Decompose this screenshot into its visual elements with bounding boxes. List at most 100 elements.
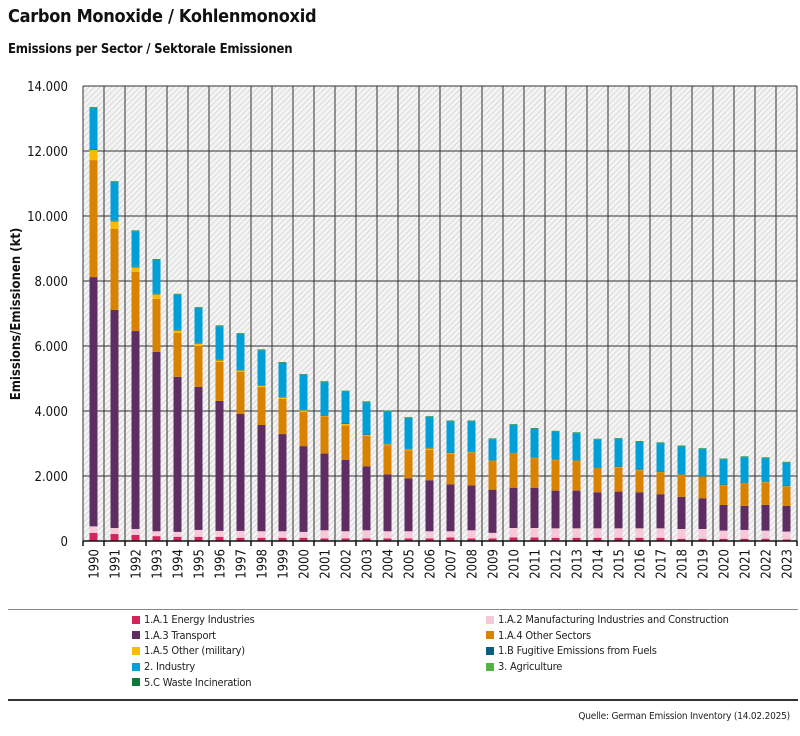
bar-segment-2003-3-agriculture — [362, 401, 371, 403]
bar-segment-2003-1-a-2-manufacturing-industries-and-construction — [362, 530, 371, 539]
bar-segment-2005-3-agriculture — [404, 417, 413, 419]
bar-segment-2018-2-industry — [677, 446, 686, 475]
bar-segment-2012-3-agriculture — [551, 431, 560, 432]
bar-segment-2020-1-a-3-transport — [719, 504, 728, 531]
bar-segment-2019-1-a-4-other-sectors — [698, 476, 707, 499]
bar-segment-2014-1-a-3-transport — [593, 492, 602, 529]
bar-segment-2000-1-a-5-other-military- — [299, 410, 308, 412]
bar-segment-2019-1-a-3-transport — [698, 498, 707, 529]
bar-segment-2004-1-a-3-transport — [383, 474, 392, 532]
x-tick-label: 1998 — [256, 549, 271, 579]
bar-segment-2004-1-a-4-other-sectors — [383, 445, 392, 475]
bar-segment-2002-2-industry — [341, 391, 350, 424]
bar-segment-2001-5-c-waste-incineration — [320, 381, 329, 382]
bar-segment-1996-3-agriculture — [215, 325, 224, 327]
bar-segment-2010-1-a-2-manufacturing-industries-and-construction — [509, 528, 518, 538]
bar-segment-2002-1-a-2-manufacturing-industries-and-construction — [341, 531, 350, 539]
x-tick-label: 1999 — [277, 549, 292, 579]
bar-segment-2003-1-a-1-energy-industries — [362, 538, 371, 541]
bar-segment-2020-5-c-waste-incineration — [719, 458, 728, 460]
bar-segment-2023-1-a-2-manufacturing-industries-and-construction — [782, 531, 791, 540]
x-tick-label: 2002 — [340, 549, 355, 579]
bar-segment-2016-3-agriculture — [635, 441, 644, 443]
bar-segment-1993-1-a-1-energy-industries — [152, 536, 161, 541]
x-tick-label: 1995 — [193, 549, 208, 579]
bar-segment-2004-3-agriculture — [383, 411, 392, 412]
bar-segment-2023-2-industry — [782, 462, 791, 486]
bar-segment-2006-1-b-fugitive-emissions-from-fuels — [425, 447, 434, 449]
x-tick-label: 2016 — [634, 549, 649, 579]
bar-segment-2005-1-b-fugitive-emissions-from-fuels — [404, 448, 413, 450]
bar-segment-2014-1-b-fugitive-emissions-from-fuels — [593, 467, 602, 469]
bar-segment-2021-1-a-1-energy-industries — [740, 538, 749, 541]
bar-segment-1995-1-a-1-energy-industries — [194, 536, 203, 541]
bar-segment-2004-1-a-1-energy-industries — [383, 538, 392, 541]
bar-segment-2015-2-industry — [614, 438, 623, 467]
bar-segment-2019-1-b-fugitive-emissions-from-fuels — [698, 476, 707, 477]
y-tick-label: 2.000 — [35, 470, 68, 485]
bar-segment-1994-1-a-4-other-sectors — [173, 333, 182, 377]
y-tick-label: 8.000 — [35, 275, 68, 290]
bar-segment-1997-1-a-5-other-military- — [236, 370, 245, 372]
bar-segment-2016-1-a-1-energy-industries — [635, 537, 644, 541]
x-tick-label: 2011 — [529, 549, 544, 579]
bar-segment-2020-3-agriculture — [719, 459, 728, 460]
bar-segment-2006-1-a-1-energy-industries — [425, 538, 434, 541]
bar-segment-2009-3-agriculture — [488, 438, 497, 440]
bar-segment-1995-1-a-2-manufacturing-industries-and-construction — [194, 529, 203, 537]
bar-segment-2023-1-a-3-transport — [782, 505, 791, 532]
bar-segment-2023-5-c-waste-incineration — [782, 461, 791, 463]
bar-segment-2006-2-industry — [425, 416, 434, 448]
y-tick-label: 10.000 — [27, 210, 68, 225]
bar-segment-2012-1-a-4-other-sectors — [551, 460, 560, 491]
bar-segment-2012-2-industry — [551, 431, 560, 460]
bar-segment-1990-1-a-2-manufacturing-industries-and-construction — [89, 526, 98, 533]
x-tick-label: 1997 — [235, 549, 250, 579]
bar-segment-2003-5-c-waste-incineration — [362, 401, 371, 402]
bar-segment-2023-1-b-fugitive-emissions-from-fuels — [782, 485, 791, 487]
x-tick-label: 1993 — [151, 549, 166, 579]
bar-segment-2000-1-b-fugitive-emissions-from-fuels — [299, 409, 308, 411]
bar-segment-1995-1-a-4-other-sectors — [194, 346, 203, 387]
bar-segment-2008-2-industry — [467, 421, 476, 452]
bar-segment-2012-1-a-3-transport — [551, 490, 560, 529]
bar-segment-1991-1-a-2-manufacturing-industries-and-construction — [110, 528, 119, 535]
bar-segment-2021-1-b-fugitive-emissions-from-fuels — [740, 482, 749, 484]
y-tick-label: 4.000 — [35, 405, 68, 420]
bar-segment-1995-5-c-waste-incineration — [194, 307, 203, 308]
bar-segment-1994-1-a-3-transport — [173, 376, 182, 532]
bar-segment-2008-1-a-3-transport — [467, 485, 476, 531]
bar-segment-2019-2-industry — [698, 448, 707, 477]
bar-segment-2008-1-b-fugitive-emissions-from-fuels — [467, 451, 476, 453]
bar-segment-2010-1-b-fugitive-emissions-from-fuels — [509, 452, 518, 454]
bar-segment-2001-1-a-2-manufacturing-industries-and-construction — [320, 530, 329, 539]
bar-segment-2002-1-a-3-transport — [341, 459, 350, 532]
bar-segment-1996-1-a-2-manufacturing-industries-and-construction — [215, 530, 224, 537]
bar-segment-2003-2-industry — [362, 402, 371, 435]
bar-segment-1996-1-a-5-other-military- — [215, 359, 224, 362]
bar-segment-1991-1-b-fugitive-emissions-from-fuels — [110, 220, 119, 222]
bar-segment-1990-5-c-waste-incineration — [89, 107, 98, 108]
bar-segment-1998-1-a-4-other-sectors — [257, 386, 266, 425]
bar-segment-2003-1-a-4-other-sectors — [362, 436, 371, 467]
bar-segment-1997-1-b-fugitive-emissions-from-fuels — [236, 369, 245, 371]
bar-segment-1990-1-a-3-transport — [89, 277, 98, 527]
bar-segment-2013-5-c-waste-incineration — [572, 432, 581, 433]
bar-segment-2002-1-a-1-energy-industries — [341, 538, 350, 541]
x-tick-label: 2004 — [382, 549, 397, 579]
bar-segment-2019-3-agriculture — [698, 448, 707, 450]
y-tick-label: 12.000 — [27, 145, 68, 160]
bar-segment-1994-1-b-fugitive-emissions-from-fuels — [173, 329, 182, 331]
bar-segment-2003-1-a-5-other-military- — [362, 434, 371, 437]
bar-segment-1994-1-a-2-manufacturing-industries-and-construction — [173, 531, 182, 537]
bar-segment-2005-1-a-4-other-sectors — [404, 450, 413, 479]
bar-segment-2007-1-a-2-manufacturing-industries-and-construction — [446, 531, 455, 538]
bar-segment-2002-1-b-fugitive-emissions-from-fuels — [341, 423, 350, 425]
bar-segment-1999-1-a-5-other-military- — [278, 397, 287, 399]
bar-segment-2000-1-a-2-manufacturing-industries-and-construction — [299, 531, 308, 538]
y-tick-label: 14.000 — [27, 80, 68, 95]
bar-segment-2015-5-c-waste-incineration — [614, 438, 623, 439]
chart-subtitle: Emissions per Sector / Sektorale Emissio… — [8, 42, 293, 57]
